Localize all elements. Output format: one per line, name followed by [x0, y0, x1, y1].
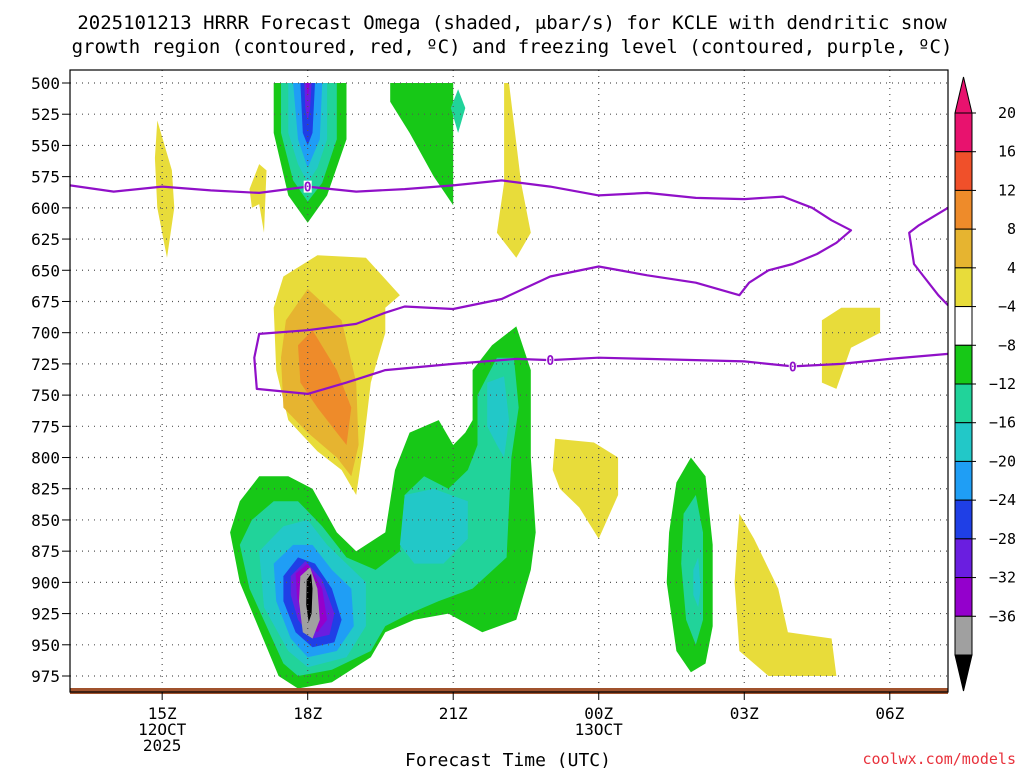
colorbar-segment [954, 499, 973, 540]
colorbar-segment [954, 538, 973, 579]
y-tick-label: 850 [31, 511, 60, 530]
x-tick-label: 2025 [143, 736, 182, 755]
y-tick-label: 925 [31, 605, 60, 624]
omega-region-31 [693, 557, 701, 608]
colorbar-segment [954, 228, 973, 269]
y-axis: 500 525 550 575 600 625 650 675 700 725 750 775 800 8… [31, 74, 70, 686]
colorbar-segment [954, 383, 973, 424]
colorbar-label: −20 [989, 452, 1016, 470]
omega-region-11 [496, 83, 531, 258]
y-tick-label: 975 [31, 667, 60, 686]
colorbar-segment [954, 306, 973, 346]
colorbar-segment [954, 112, 973, 153]
y-tick-label: 900 [31, 573, 60, 592]
omega-region-20 [487, 376, 509, 458]
chart-title-line2: growth region (contoured, red, ºC) and f… [72, 36, 953, 58]
credit-text: coolwx.com/models [862, 750, 1016, 768]
omega-region-7 [390, 83, 454, 206]
x-axis-title: Forecast Time (UTC) [405, 750, 611, 768]
x-tick-label: 00Z [584, 704, 613, 723]
x-tick-label: 18Z [293, 704, 322, 723]
omega-region-9 [154, 120, 175, 258]
omega-region-30 [681, 495, 703, 645]
colorbar-segment [954, 460, 973, 501]
contour-label-bg [546, 354, 555, 367]
y-tick-label: 725 [31, 355, 60, 374]
colorbar-label: −12 [989, 375, 1016, 393]
colorbar-label: 8 [1007, 220, 1016, 238]
y-tick-label: 650 [31, 261, 60, 280]
colorbar-label: 20 [998, 104, 1016, 122]
freezing-level-contours: 0 0 0 [70, 179, 948, 395]
plot-frame [69, 69, 949, 693]
colorbar-segment [954, 577, 973, 617]
y-tick-label: 625 [31, 230, 60, 249]
colorbar-label: −32 [989, 569, 1016, 587]
y-tick-label: 800 [31, 449, 60, 468]
x-tick-label: 15Z [148, 704, 177, 723]
omega-region-15 [821, 307, 881, 389]
colorbar-label: 12 [998, 181, 1016, 199]
colorbar: 20 16 12 8 4 −4 −8 −12 −16 −20 −24 −28 −32 −36 [954, 76, 1016, 692]
colorbar-label: −24 [989, 491, 1016, 509]
y-tick-label: 775 [31, 417, 60, 436]
colorbar-arrow-bottom [954, 654, 973, 692]
colorbar-label: −8 [998, 336, 1016, 354]
contour-label-bg [303, 180, 312, 193]
chart-title-line1: 2025101213 HRRR Forecast Omega (shaded, … [77, 12, 947, 34]
y-tick-label: 525 [31, 105, 60, 124]
grid-layer [70, 70, 948, 692]
contour-label-bg [788, 360, 797, 373]
omega-region-16 [552, 438, 619, 539]
omega-region-8 [450, 89, 466, 133]
y-tick-label: 575 [31, 168, 60, 187]
colorbar-label: 4 [1007, 259, 1016, 277]
colorbar-label: −4 [998, 298, 1016, 316]
omega-region-6 [306, 83, 310, 98]
colorbar-label: −16 [989, 414, 1016, 432]
colorbar-segment [954, 422, 973, 462]
colorbar-segment [954, 189, 973, 230]
x-tick-label: 13OCT [575, 720, 624, 739]
colorbar-label: 16 [998, 143, 1016, 161]
y-tick-label: 825 [31, 480, 60, 499]
colorbar-segment [954, 267, 973, 308]
y-tick-label: 500 [31, 74, 60, 93]
y-tick-label: 875 [31, 542, 60, 561]
omega-region-17 [734, 513, 837, 676]
colorbar-segment [954, 151, 973, 191]
colorbar-label: −28 [989, 530, 1016, 548]
y-tick-label: 550 [31, 136, 60, 155]
omega-region-14 [298, 330, 352, 445]
contour-label: 0 [546, 354, 554, 369]
omega-region-10 [249, 164, 267, 233]
contour-label: 0 [304, 181, 312, 196]
omega-shading-layer [154, 83, 881, 689]
y-tick-label: 700 [31, 324, 60, 343]
y-tick-label: 600 [31, 199, 60, 218]
y-tick-label: 950 [31, 636, 60, 655]
omega-region-21 [399, 488, 468, 564]
y-tick-label: 675 [31, 292, 60, 311]
freezing-contour-3 [908, 206, 948, 306]
x-tick-label: 12OCT [138, 720, 187, 739]
freezing-contour-0 [70, 179, 948, 395]
colorbar-label: −36 [989, 607, 1016, 625]
x-tick-label: 21Z [439, 704, 468, 723]
contour-label: 0 [789, 360, 797, 375]
colorbar-segment [954, 344, 973, 385]
x-tick-label: 06Z [875, 704, 904, 723]
x-tick-label: 03Z [730, 704, 759, 723]
colorbar-segment [954, 615, 973, 656]
omega-region-5 [304, 83, 312, 121]
ground-strip [70, 688, 948, 694]
y-tick-label: 750 [31, 386, 60, 405]
